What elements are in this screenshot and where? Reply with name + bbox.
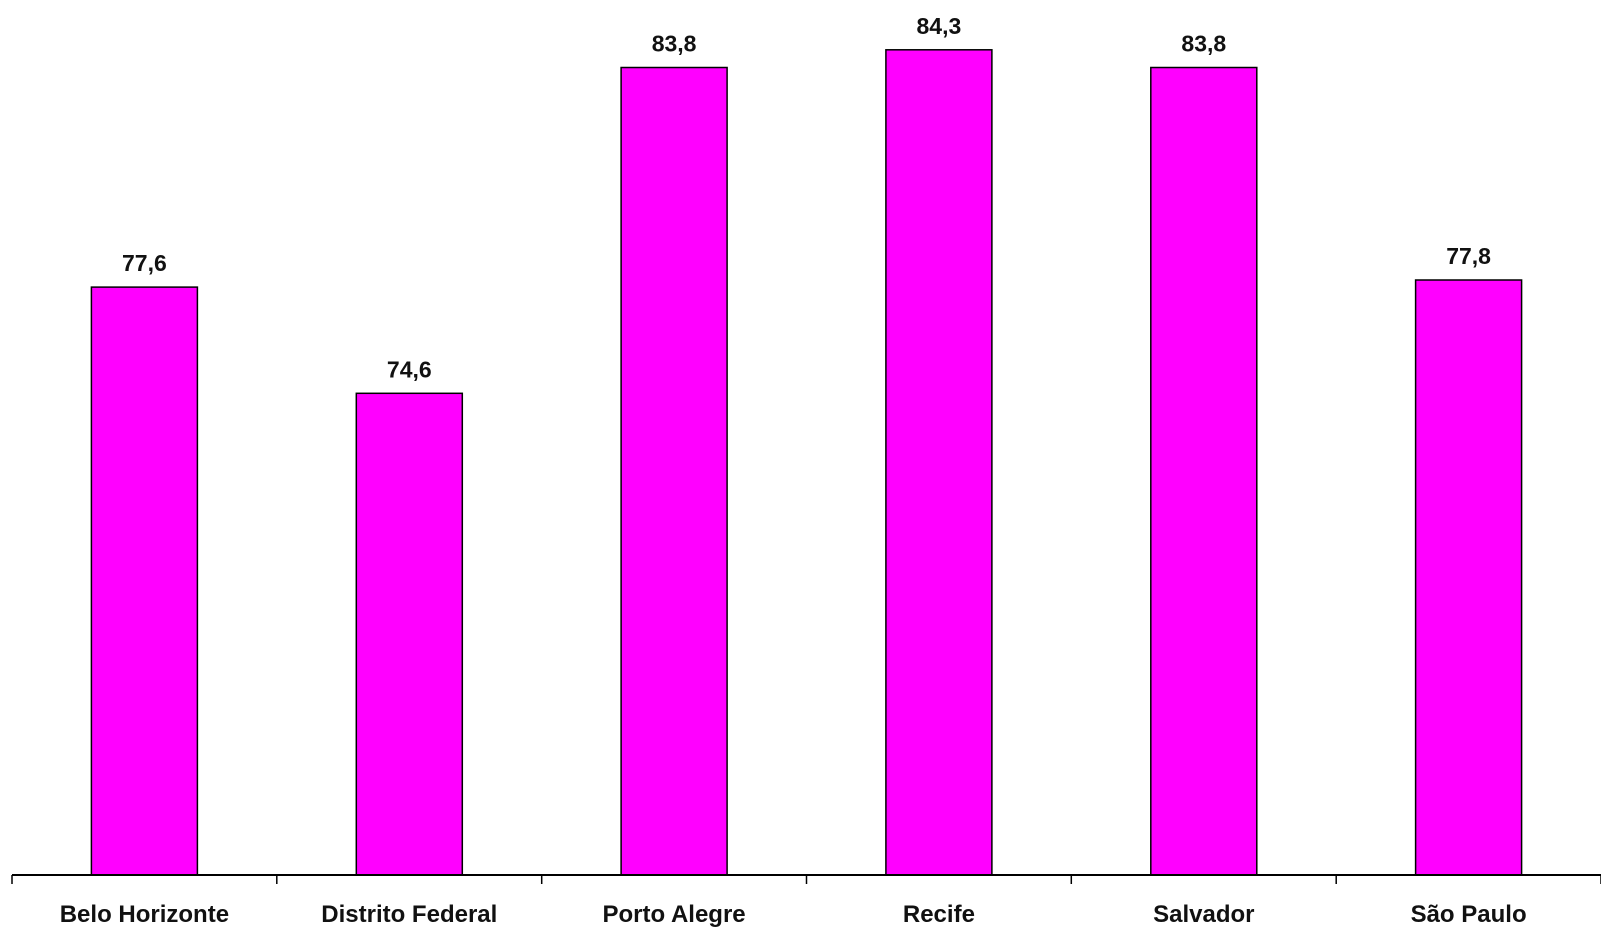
- x-tick-label-belo-horizonte: Belo Horizonte: [60, 901, 229, 928]
- data-label-salvador: 83,8: [1181, 31, 1226, 57]
- value-labels-layer: 77,6 74,6 83,8 84,3 83,8 77,8: [122, 13, 1491, 382]
- data-label-sao-paulo: 77,8: [1446, 243, 1491, 269]
- bar-salvador: [1150, 66, 1258, 876]
- x-tick-label-porto-alegre: Porto Alegre: [603, 901, 746, 928]
- category-labels-layer: Belo Horizonte Distrito Federal Porto Aleg…: [60, 901, 1527, 928]
- data-label-recife: 84,3: [917, 13, 962, 39]
- bar-recife: [885, 49, 993, 876]
- data-label-distrito-federal: 74,6: [387, 356, 432, 382]
- x-tick-label-distrito-federal: Distrito Federal: [321, 901, 497, 928]
- bar-sao-paulo: [1414, 279, 1523, 876]
- x-tick-label-salvador: Salvador: [1153, 901, 1254, 928]
- data-label-porto-alegre: 83,8: [652, 31, 697, 57]
- bars-layer: [90, 49, 1523, 876]
- x-tick-label-sao-paulo: São Paulo: [1411, 901, 1527, 928]
- bar-distrito-federal: [355, 392, 464, 876]
- x-axis: [11, 874, 1601, 884]
- bar-porto-alegre: [620, 66, 728, 876]
- bar-belo-horizonte: [90, 286, 199, 876]
- x-tick-label-recife: Recife: [903, 901, 975, 928]
- data-label-belo-horizonte: 77,6: [122, 250, 167, 276]
